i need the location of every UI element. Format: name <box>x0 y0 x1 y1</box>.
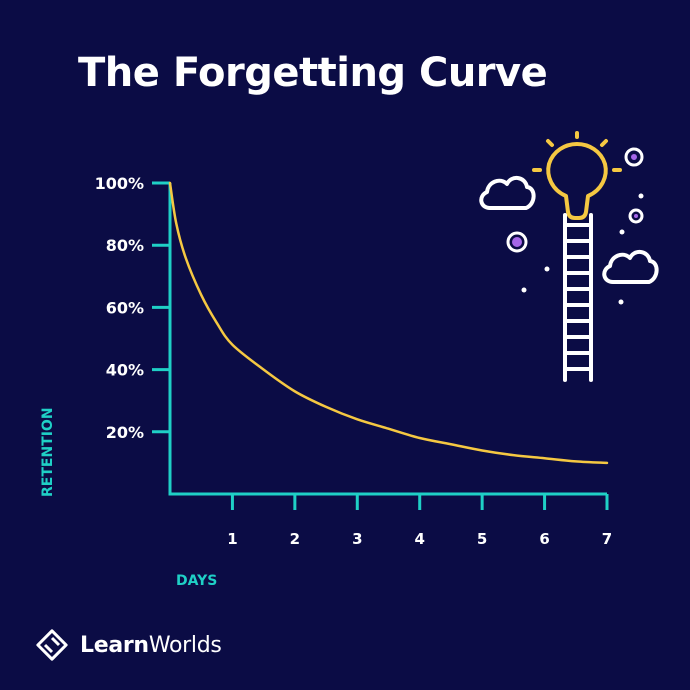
brand-logo: LearnWorlds <box>34 627 222 663</box>
page-title: The Forgetting Curve <box>78 50 548 96</box>
y-tick-label: 60% <box>106 298 144 317</box>
y-tick-label: 100% <box>95 174 144 193</box>
illustration <box>479 131 659 382</box>
dot-icon <box>506 147 644 305</box>
chart-axes <box>168 183 607 496</box>
y-tick-label: 80% <box>106 236 144 255</box>
ladder-icon <box>563 213 593 382</box>
lightbulb-icon <box>532 131 622 220</box>
x-tick-label: 1 <box>227 530 237 548</box>
y-axis-ticks: 20% 40% 60% 80% 100% <box>95 174 170 442</box>
y-axis-label: RETENTION <box>40 407 56 497</box>
retention-curve-line <box>168 181 609 465</box>
y-tick-label: 40% <box>106 361 144 380</box>
x-tick-label: 6 <box>539 530 549 548</box>
learnworlds-logo-icon <box>36 629 68 661</box>
x-tick-label: 5 <box>477 530 487 548</box>
chart-series <box>168 181 609 465</box>
cloud-icon <box>479 176 536 210</box>
brand-name: LearnWorlds <box>80 632 222 658</box>
x-tick-label: 7 <box>602 530 612 548</box>
cloud-icon <box>602 250 659 284</box>
x-axis-label: DAYS <box>176 573 217 589</box>
x-tick-label: 4 <box>414 530 424 548</box>
x-tick-label: 3 <box>352 530 362 548</box>
x-axis-ticks: 1 2 3 4 5 6 7 <box>227 494 612 548</box>
x-tick-label: 2 <box>290 530 300 548</box>
y-tick-label: 20% <box>106 423 144 442</box>
